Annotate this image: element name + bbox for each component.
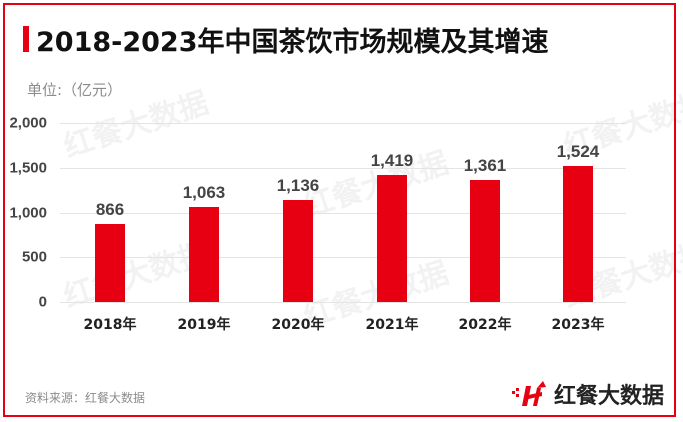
gridline: [60, 257, 626, 258]
gridline: [60, 302, 626, 303]
gridline: [60, 213, 626, 214]
chart-title: 2018-2023年中国茶饮市场规模及其增速: [36, 27, 549, 58]
x-tick-label: 2018年: [83, 317, 137, 333]
bar: [189, 207, 219, 302]
bar-value-label: 1,361: [463, 156, 507, 175]
bar-value-label: 1,419: [370, 151, 414, 170]
brand-logo: 红餐大数据: [512, 378, 664, 410]
bar-value-label: 1,524: [556, 142, 600, 161]
bar: [563, 166, 593, 302]
x-tick-label: 2020年: [271, 317, 325, 333]
bar-value-label: 1,063: [182, 183, 226, 202]
plot-area: [60, 123, 626, 303]
y-tick: 1,500: [9, 159, 47, 177]
unit-label: 单位:（亿元）: [27, 81, 123, 99]
chart-frame: [3, 3, 676, 417]
x-tick-label: 2023年: [551, 317, 605, 333]
y-tick: 500: [21, 248, 47, 266]
bar: [283, 200, 313, 302]
bar-value-label: 866: [95, 200, 125, 219]
source-note: 资料来源：红餐大数据: [25, 391, 146, 405]
bar-value-label: 1,136: [276, 176, 320, 195]
h-arrow-logo-icon: [512, 381, 546, 406]
y-tick: 0: [38, 293, 47, 311]
bar: [377, 175, 407, 302]
logo-text: 红餐大数据: [554, 384, 665, 409]
gridline: [60, 168, 626, 169]
y-tick: 1,000: [9, 204, 47, 222]
bar: [470, 180, 500, 302]
bar: [95, 224, 125, 302]
y-tick: 2,000: [9, 114, 47, 132]
gridline: [60, 123, 626, 124]
x-tick-label: 2022年: [458, 317, 512, 333]
title-accent-bar: [23, 26, 29, 52]
x-tick-label: 2019年: [177, 317, 231, 333]
x-tick-label: 2021年: [365, 317, 419, 333]
